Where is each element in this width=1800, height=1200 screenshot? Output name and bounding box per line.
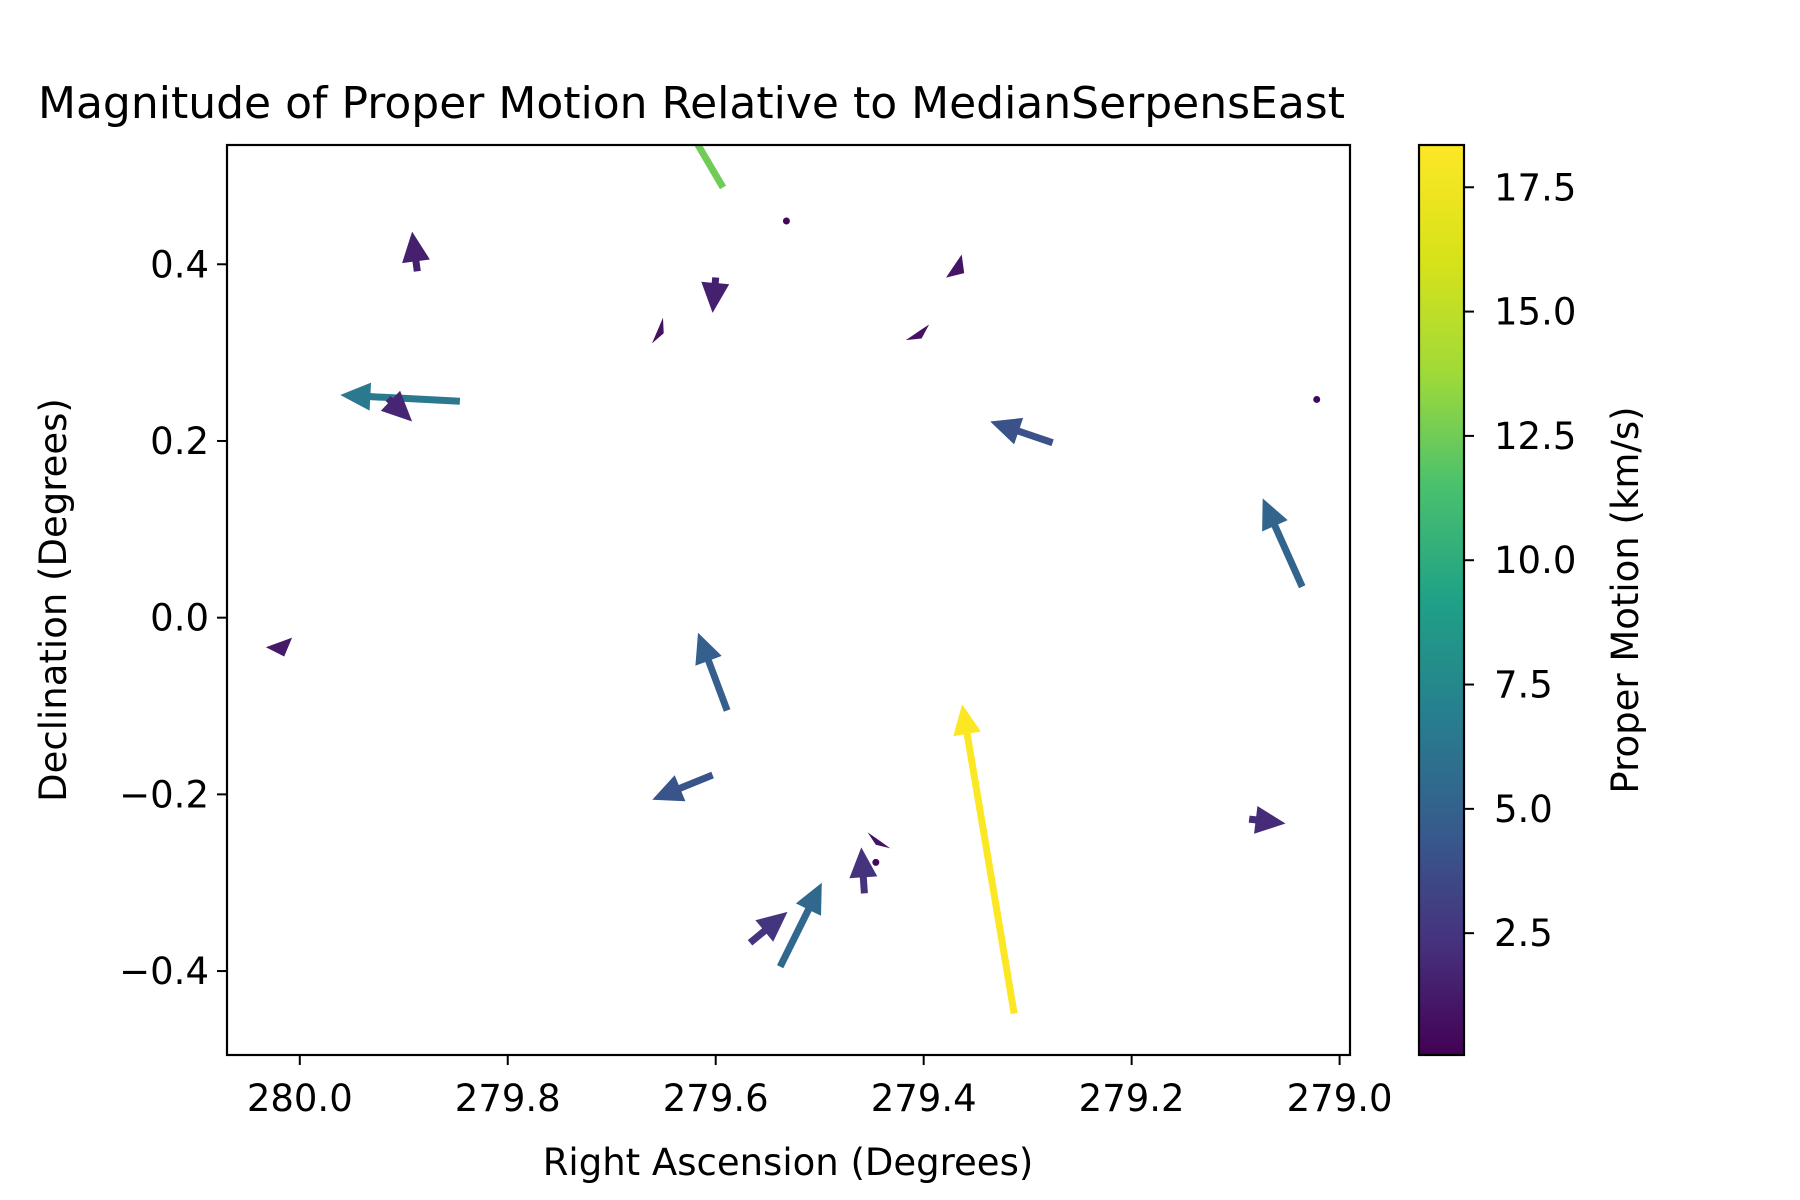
vector-field bbox=[265, 145, 1321, 1015]
proper-motion-arrow bbox=[867, 832, 891, 849]
proper-motion-arrow bbox=[849, 847, 878, 894]
y-tick-label: 0.0 bbox=[150, 597, 209, 640]
y-tick-label: 0.2 bbox=[150, 420, 209, 463]
chart-title: Magnitude of Proper Motion Relative to M… bbox=[38, 78, 1345, 129]
proper-motion-arrow bbox=[695, 632, 731, 712]
proper-motion-arrow bbox=[693, 145, 726, 190]
star-marker bbox=[782, 217, 790, 225]
colorbar bbox=[1417, 143, 1466, 1057]
x-tick-label: 279.0 bbox=[1287, 1077, 1393, 1120]
colorbar-tick-label: 10.0 bbox=[1494, 539, 1576, 582]
x-tick-label: 279.4 bbox=[871, 1077, 977, 1120]
proper-motion-arrow bbox=[946, 254, 965, 278]
x-tick-label: 279.8 bbox=[455, 1077, 561, 1120]
proper-motion-arrow bbox=[1248, 806, 1286, 834]
colorbar-axis: 2.5 5.0 7.5 10.0 12.5 15.0 17.5 bbox=[1464, 166, 1576, 955]
y-tick-label: −0.2 bbox=[119, 773, 209, 816]
proper-motion-arrow bbox=[953, 704, 1018, 1015]
star-marker bbox=[1313, 395, 1321, 403]
proper-motion-arrow bbox=[701, 277, 730, 313]
colorbar-tick-label: 12.5 bbox=[1494, 415, 1576, 458]
colorbar-label: Proper Motion (km/s) bbox=[1604, 406, 1647, 793]
proper-motion-arrow bbox=[747, 911, 788, 946]
x-axis: 280.0 279.8 279.6 279.4 279.2 279.0 bbox=[247, 1055, 1393, 1120]
proper-motion-arrow bbox=[380, 390, 413, 422]
proper-motion-arrow bbox=[905, 324, 930, 341]
x-axis-label: Right Ascension (Degrees) bbox=[543, 1141, 1034, 1184]
y-axis: 0.4 0.2 0.0 −0.2 −0.4 bbox=[119, 243, 227, 993]
proper-motion-arrow bbox=[652, 771, 714, 802]
x-tick-label: 280.0 bbox=[247, 1077, 353, 1120]
proper-motion-arrow bbox=[402, 231, 430, 272]
y-tick-label: −0.4 bbox=[119, 950, 209, 993]
proper-motion-arrow bbox=[777, 882, 822, 969]
proper-motion-arrow bbox=[265, 637, 293, 657]
x-tick-label: 279.2 bbox=[1079, 1077, 1185, 1120]
x-tick-label: 279.6 bbox=[663, 1077, 769, 1120]
colorbar-tick-label: 15.0 bbox=[1494, 291, 1576, 334]
proper-motion-arrow bbox=[990, 417, 1054, 447]
colorbar-tick-label: 7.5 bbox=[1494, 664, 1553, 707]
star-marker bbox=[872, 858, 880, 866]
colorbar-tick-label: 17.5 bbox=[1494, 166, 1576, 209]
colorbar-tick-label: 2.5 bbox=[1494, 912, 1553, 955]
proper-motion-arrow bbox=[652, 317, 664, 344]
plot-frame bbox=[225, 143, 1352, 1057]
y-tick-label: 0.4 bbox=[150, 243, 209, 286]
colorbar-tick-label: 5.0 bbox=[1494, 788, 1553, 831]
proper-motion-arrow bbox=[1262, 498, 1306, 589]
y-axis-label: Declination (Degrees) bbox=[32, 398, 75, 802]
